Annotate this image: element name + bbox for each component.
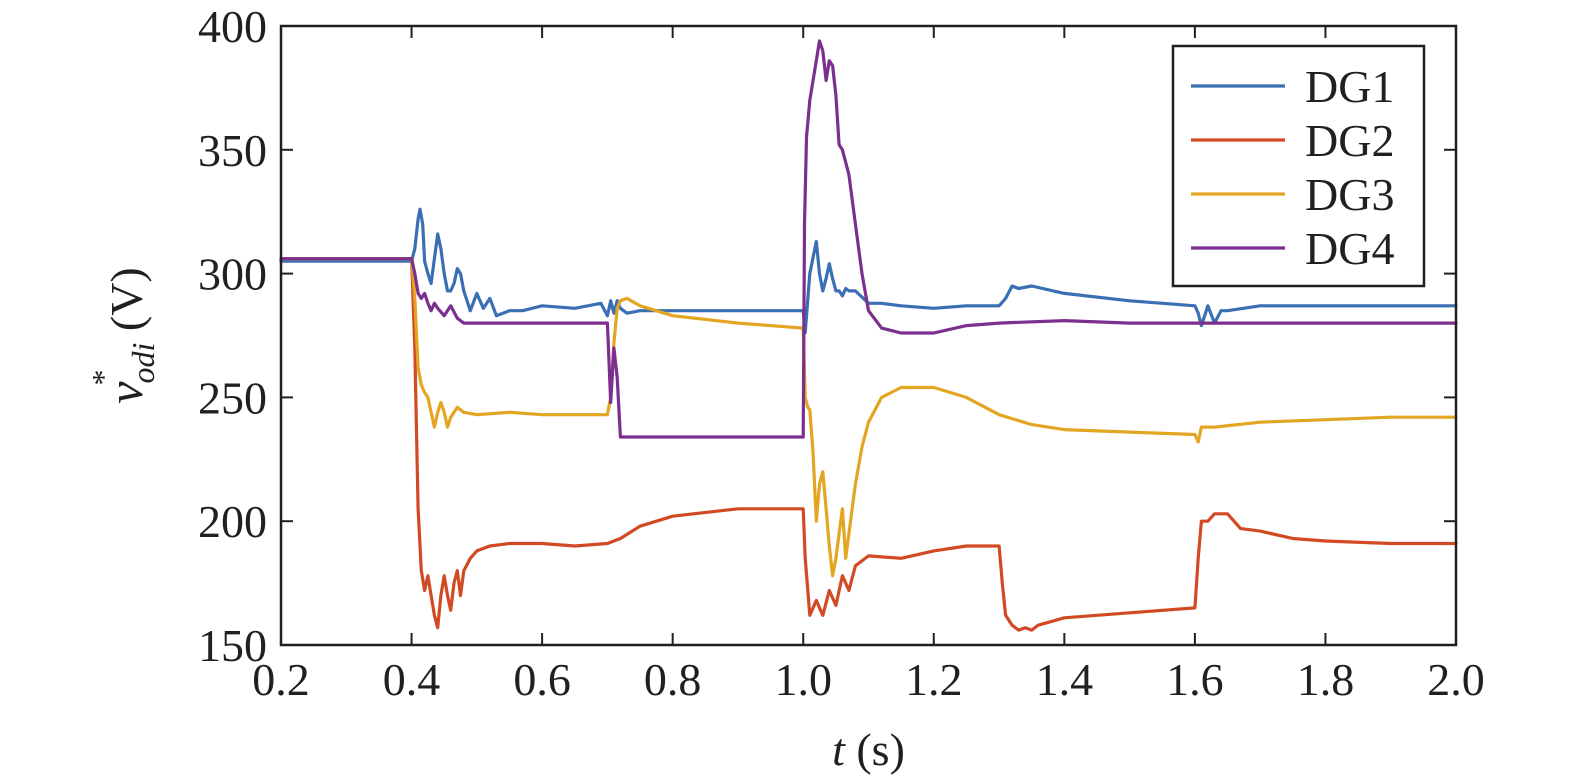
x-tick-label: 2.0 <box>1427 654 1485 705</box>
legend-label: DG3 <box>1305 169 1394 220</box>
y-tick-label: 250 <box>198 372 267 423</box>
series-line-dg4 <box>279 39 1458 439</box>
x-tick-label: 1.2 <box>905 654 963 705</box>
x-tick-label: 0.8 <box>644 654 702 705</box>
series-line-dg2 <box>279 257 1458 632</box>
x-tick-label: 1.0 <box>774 654 832 705</box>
y-tick-label: 150 <box>198 620 267 671</box>
legend-label: DG2 <box>1305 115 1394 166</box>
series-line-dg3 <box>279 257 1458 578</box>
x-tick-label: 1.4 <box>1036 654 1094 705</box>
legend-label: DG4 <box>1305 223 1394 274</box>
x-axis-label: t (s) <box>832 724 905 775</box>
x-tick-label: 0.6 <box>513 654 571 705</box>
y-tick-label: 200 <box>198 496 267 547</box>
x-tick-label: 0.4 <box>383 654 441 705</box>
plot-frame <box>279 24 1458 647</box>
series-line-dg1 <box>279 207 1458 335</box>
x-tick-label: 1.6 <box>1166 654 1224 705</box>
y-tick-label: 350 <box>198 125 267 176</box>
x-tick-label: 1.8 <box>1297 654 1355 705</box>
axis-ticks: 0.2 0.4 0.6 0.8 1.0 1.2 1.4 1.6 1.8 2.0 150 200 250 3… <box>198 1 1485 705</box>
svg-text:v*odi (V): v* odi (V) <box>85 267 161 403</box>
legend-label: DG1 <box>1305 61 1394 112</box>
y-tick-label: 300 <box>198 249 267 300</box>
y-tick-label: 400 <box>198 1 267 52</box>
series-lines <box>279 39 1458 632</box>
x-tick-label: 0.2 <box>252 654 310 705</box>
y-axis-label: v* odi (V) <box>85 267 161 403</box>
